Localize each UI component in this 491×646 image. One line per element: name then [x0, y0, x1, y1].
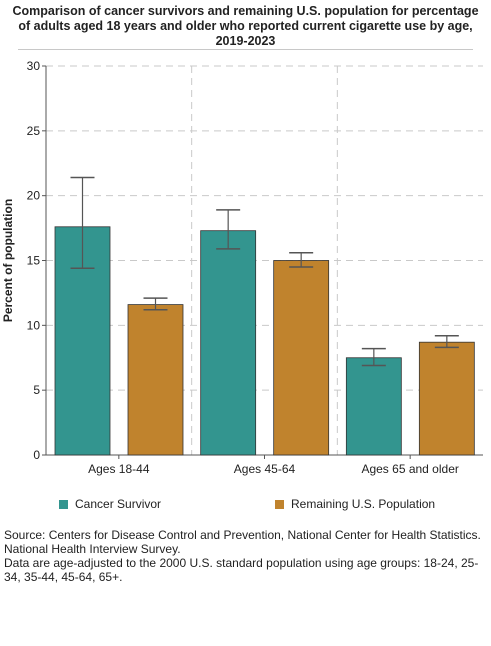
y-tick-label: 30	[27, 59, 41, 73]
y-tick-label: 0	[33, 448, 40, 462]
bar-remaining-population	[127, 304, 184, 456]
x-tick-label: Ages 65 and older	[361, 462, 458, 476]
source-line-1: Source: Centers for Disease Control and …	[4, 528, 481, 556]
source-note: Source: Centers for Disease Control and …	[4, 528, 486, 584]
legend-label-cancer-survivor: Cancer Survivor	[75, 497, 162, 511]
chart-title: Comparison of cancer survivors and remai…	[12, 4, 479, 48]
y-tick-label: 20	[27, 189, 41, 203]
legend-item-cancer-survivor: Cancer Survivor	[59, 497, 161, 511]
y-tick-label: 15	[27, 254, 41, 268]
bar-cancer-survivor	[345, 357, 402, 456]
bar-remaining-population	[418, 341, 475, 456]
bar-chart: 0 5 10 15 20 25 30 Percent of population Ages 18…	[1, 59, 483, 476]
legend-swatch-remaining-population	[275, 499, 284, 509]
bar-remaining-population	[273, 260, 330, 456]
x-tick-label: Ages 18-44	[88, 462, 150, 476]
y-tick-label: 5	[33, 383, 40, 397]
legend-label-remaining-population: Remaining U.S. Population	[291, 497, 436, 511]
x-tick-label: Ages 45-64	[234, 462, 296, 476]
bar-cancer-survivor	[200, 230, 257, 456]
y-tick-label: 25	[27, 124, 41, 138]
legend-swatch-cancer-survivor	[59, 499, 68, 509]
title-divider	[18, 49, 473, 50]
legend-item-remaining-population: Remaining U.S. Population	[275, 497, 435, 511]
y-tick-label: 10	[27, 318, 41, 332]
y-axis-label: Percent of population	[1, 199, 15, 322]
source-line-2: Data are age-adjusted to the 2000 U.S. s…	[4, 556, 479, 584]
